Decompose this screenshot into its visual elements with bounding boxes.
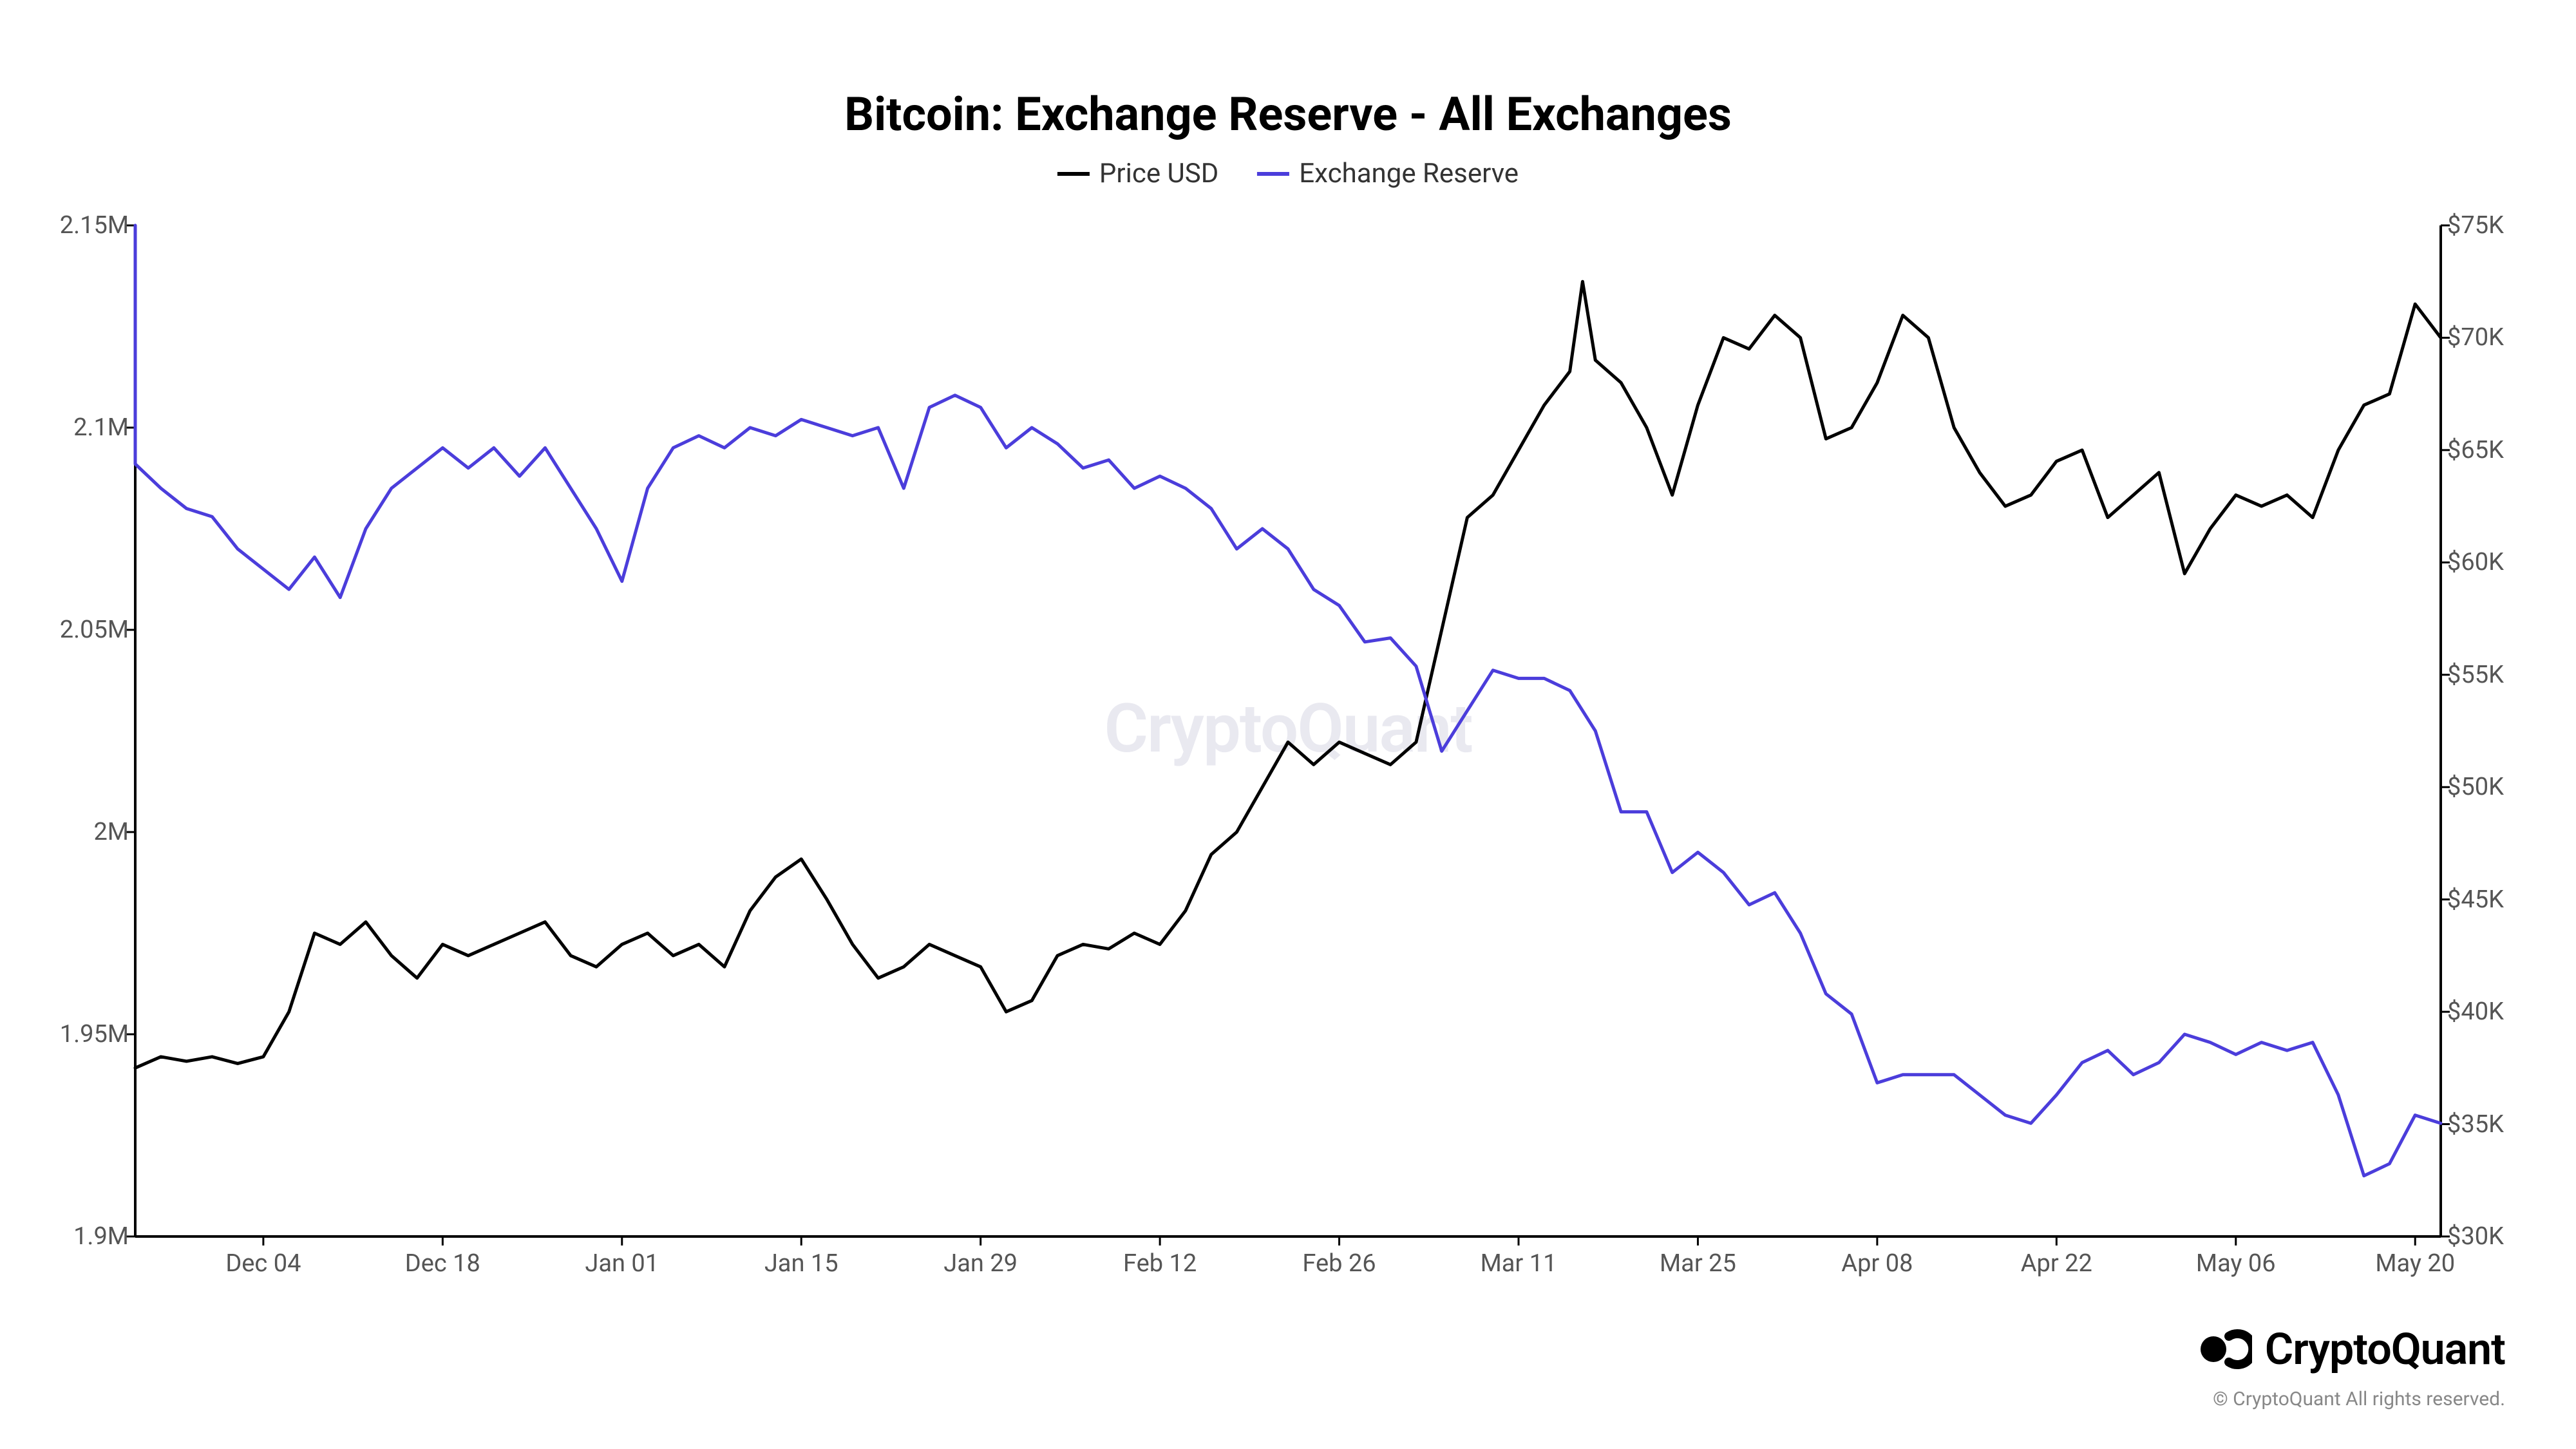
y-right-tick: $70K (2447, 323, 2537, 352)
copyright: © CryptoQuant All rights reserved. (2213, 1388, 2505, 1410)
brand-text: CryptoQuant (2265, 1323, 2505, 1375)
y-left-tick: 1.95M (39, 1020, 129, 1048)
chart-title: Bitcoin: Exchange Reserve - All Exchange… (844, 87, 1732, 142)
plot-svg (135, 225, 2441, 1236)
y-right-tick: $55K (2447, 661, 2537, 689)
x-tick: Jan 15 (764, 1249, 838, 1278)
brand: CryptoQuant (2201, 1323, 2505, 1375)
chart-root: Bitcoin: Exchange Reserve - All Exchange… (0, 0, 2576, 1449)
x-tick: Feb 26 (1302, 1249, 1376, 1278)
y-right-tick: $50K (2447, 773, 2537, 801)
y-left-tick: 2.1M (39, 413, 129, 442)
x-tick: May 20 (2375, 1249, 2455, 1278)
legend-label-price: Price USD (1099, 158, 1218, 189)
legend-swatch-reserve (1257, 172, 1289, 176)
brand-logo-icon (2201, 1329, 2252, 1370)
x-tick: Jan 01 (585, 1249, 659, 1278)
y-right-tick: $45K (2447, 886, 2537, 914)
x-tick: Apr 22 (2021, 1249, 2092, 1278)
y-left-tick: 1.9M (39, 1222, 129, 1251)
y-right-tick: $30K (2447, 1222, 2537, 1251)
y-left-tick: 2.15M (39, 211, 129, 240)
x-tick: Mar 25 (1660, 1249, 1736, 1278)
x-tick: Dec 18 (405, 1249, 480, 1278)
chart-legend: Price USD Exchange Reserve (1057, 158, 1519, 189)
legend-swatch-price (1057, 172, 1090, 176)
y-right-tick: $65K (2447, 436, 2537, 464)
y-right-tick: $40K (2447, 998, 2537, 1026)
legend-item-price: Price USD (1057, 158, 1218, 189)
plot-area (135, 225, 2441, 1236)
x-tick: Apr 08 (1841, 1249, 1913, 1278)
y-right-tick: $75K (2447, 211, 2537, 240)
y-right-tick: $35K (2447, 1110, 2537, 1139)
x-tick: Dec 04 (225, 1249, 301, 1278)
x-tick: Feb 12 (1123, 1249, 1197, 1278)
y-left-tick: 2M (39, 818, 129, 846)
x-tick: Jan 29 (943, 1249, 1018, 1278)
y-right-tick: $60K (2447, 548, 2537, 576)
x-tick: May 06 (2196, 1249, 2276, 1278)
legend-item-reserve: Exchange Reserve (1257, 158, 1519, 189)
legend-label-reserve: Exchange Reserve (1299, 158, 1519, 189)
y-left-tick: 2.05M (39, 616, 129, 644)
x-tick: Mar 11 (1481, 1249, 1557, 1278)
